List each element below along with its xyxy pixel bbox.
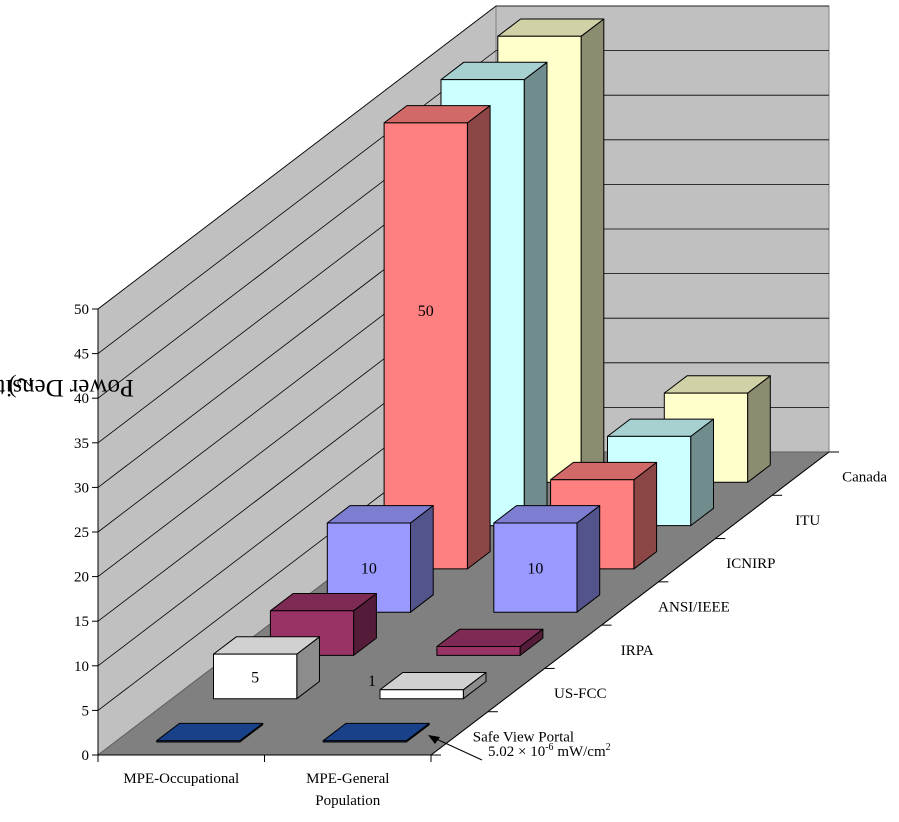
bar-side-face — [633, 461, 658, 570]
series-label-icnirp: ICNIRP — [726, 556, 775, 572]
y-axis-title-text: Power Density (mW/cm — [0, 374, 134, 402]
value-label-us-fcc-mpe-general-population: 1 — [368, 673, 376, 690]
y-tick-label-15: 15 — [74, 614, 89, 630]
bar-safe-view-portal-mpe-general-population — [322, 722, 430, 743]
y-tick-label-10: 10 — [74, 659, 89, 675]
bar-front-face — [322, 740, 407, 743]
bar-us-fcc-mpe-general-population — [379, 672, 487, 700]
category-label-mpe-general-population-line-1: MPE-General — [306, 771, 389, 787]
value-label-us-fcc-mpe-occupational: 5 — [251, 669, 259, 686]
bar-side-face — [690, 418, 714, 527]
safe-view-portal-annotation: 5.02 × 10-6 mW/cm2 — [488, 742, 611, 761]
bar-front-face — [436, 646, 521, 656]
bar-side-face — [410, 505, 434, 613]
series-label-ansi-ieee: ANSI/IEEE — [658, 600, 730, 616]
annotation-exponent: -6 — [545, 742, 554, 753]
bar-front-face — [493, 522, 578, 613]
bar-safe-view-portal-mpe-occupational — [156, 722, 264, 743]
gridline-45 — [97, 50, 829, 354]
bar-side-face — [580, 18, 605, 483]
bar-front-face — [379, 689, 464, 700]
category-label-mpe-occupational: MPE-Occupational — [123, 771, 239, 787]
series-label-us-fcc: US-FCC — [554, 686, 607, 702]
y-axis-title-close: ) — [8, 374, 17, 402]
value-label-ansi-ieee-mpe-general-population: 10 — [527, 561, 543, 578]
bar-irpa-mpe-general-population — [436, 628, 544, 656]
annotation-arrow-head — [428, 735, 440, 744]
series-label-safe-view-portal: Safe View Portal — [473, 729, 574, 745]
bar-side-face — [466, 105, 491, 570]
bar-side-face — [747, 375, 771, 483]
bar-front-face — [213, 653, 298, 700]
y-tick-label-45: 45 — [74, 347, 89, 363]
category-label-mpe-general-population-line-2: Population — [315, 793, 381, 809]
bar-front-face — [156, 740, 241, 743]
value-label-icnirp-mpe-occupational: 50 — [418, 303, 434, 320]
bar-us-fcc-mpe-occupational — [213, 636, 320, 700]
series-label-itu: ITU — [795, 513, 820, 529]
bar-front-face — [326, 522, 411, 613]
annotation-unit: mW/cm — [553, 744, 606, 760]
y-tick-label-5: 5 — [82, 703, 90, 719]
y-tick-label-20: 20 — [74, 570, 89, 586]
annotation-unit-sup: 2 — [605, 742, 611, 753]
annotation-prefix: 5.02 × 10 — [488, 744, 546, 760]
bar-ansi-ieee-mpe-occupational — [326, 505, 434, 613]
bar-side-face — [523, 61, 548, 527]
y-tick-label-35: 35 — [74, 436, 89, 452]
annotation-arrow-line — [431, 736, 483, 761]
y-tick-label-0: 0 — [82, 748, 90, 764]
value-label-ansi-ieee-mpe-occupational: 10 — [361, 561, 377, 578]
y-tick-label-50: 50 — [74, 302, 89, 318]
y-tick-label-40: 40 — [74, 391, 89, 407]
bar-front-face — [383, 122, 468, 570]
bar-ansi-ieee-mpe-general-population — [493, 505, 601, 613]
bar-side-face — [576, 505, 601, 613]
series-label-canada: Canada — [842, 470, 887, 486]
y-tick-label-30: 30 — [74, 480, 89, 496]
gridline-50 — [97, 5, 829, 310]
bar-icnirp-mpe-occupational — [383, 105, 491, 570]
y-tick-label-25: 25 — [74, 525, 89, 541]
series-label-irpa: IRPA — [621, 643, 654, 659]
depth-axis-line — [430, 451, 830, 756]
